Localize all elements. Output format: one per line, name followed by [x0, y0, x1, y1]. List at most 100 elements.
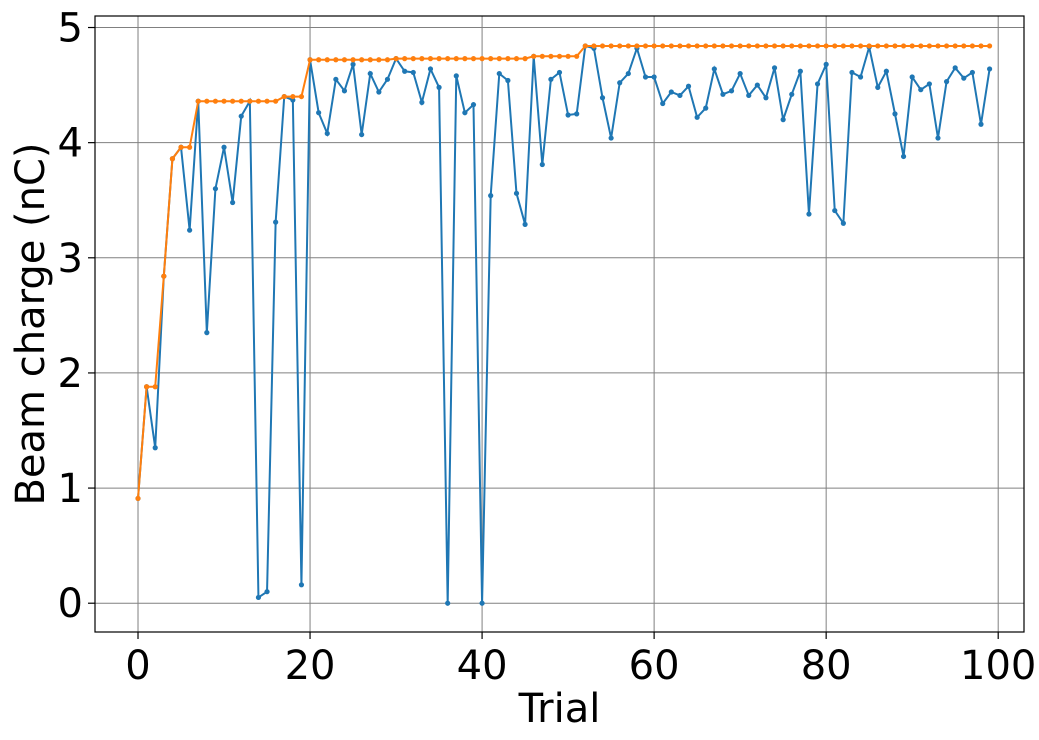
- data-point: [255, 594, 262, 601]
- data-point: [359, 131, 365, 138]
- data-point: [935, 135, 941, 141]
- data-point: [909, 74, 915, 80]
- data-point: [961, 43, 967, 49]
- data-point: [470, 56, 477, 62]
- plot-frame: [94, 15, 1025, 633]
- data-point: [617, 43, 623, 49]
- data-point: [479, 56, 485, 62]
- data-point: [703, 43, 709, 49]
- series-layer: [135, 43, 993, 606]
- y-tick-label: 5: [58, 6, 83, 52]
- data-point: [522, 221, 528, 228]
- data-point: [892, 43, 898, 49]
- data-point: [668, 89, 674, 95]
- data-point: [814, 81, 821, 87]
- data-point: [470, 102, 477, 108]
- data-point: [264, 98, 270, 104]
- data-point: [926, 43, 932, 49]
- data-point: [608, 43, 614, 49]
- data-point: [565, 112, 571, 118]
- data-point: [651, 43, 657, 49]
- data-point: [419, 56, 425, 62]
- data-point: [427, 56, 434, 62]
- y-tick-label: 1: [58, 466, 83, 512]
- data-point: [582, 43, 588, 49]
- y-tick-label: 3: [58, 236, 83, 282]
- data-point: [668, 43, 674, 49]
- data-point: [402, 56, 408, 62]
- data-point: [711, 66, 717, 72]
- data-point: [290, 93, 296, 100]
- data-point: [496, 70, 502, 77]
- data-point: [943, 79, 950, 85]
- data-point: [496, 56, 502, 62]
- data-point: [376, 89, 382, 95]
- data-point: [212, 98, 219, 104]
- data-point: [694, 43, 700, 49]
- data-point: [488, 56, 494, 62]
- data-point: [823, 61, 829, 67]
- data-point: [359, 57, 365, 63]
- data-point: [161, 273, 167, 279]
- data-point: [797, 43, 803, 49]
- data-point: [883, 68, 889, 74]
- data-point: [402, 68, 408, 74]
- data-point: [617, 80, 623, 86]
- series-2: [135, 43, 993, 502]
- data-point: [857, 74, 864, 80]
- y-axis-label: Beam charge (nC): [8, 142, 54, 505]
- data-point: [316, 57, 322, 63]
- data-point: [823, 43, 829, 49]
- data-point: [634, 43, 640, 49]
- data-point: [969, 43, 975, 49]
- data-point: [522, 56, 528, 62]
- data-point: [324, 130, 330, 137]
- data-point: [238, 98, 244, 104]
- data-point: [384, 76, 391, 82]
- x-tick-label: 100: [960, 643, 1036, 689]
- data-point: [247, 98, 253, 104]
- data-point: [961, 75, 967, 81]
- x-tick-label: 60: [629, 643, 680, 689]
- data-point: [771, 43, 778, 49]
- data-point: [453, 56, 459, 62]
- x-axis-label: Trial: [518, 686, 601, 732]
- data-point: [144, 384, 150, 390]
- series-line: [137, 44, 991, 604]
- data-point: [419, 99, 425, 105]
- data-point: [986, 66, 993, 72]
- data-point: [264, 589, 270, 595]
- data-point: [230, 199, 236, 206]
- data-point: [187, 144, 193, 150]
- data-point: [298, 93, 305, 100]
- data-point: [780, 43, 786, 49]
- data-point: [195, 98, 201, 104]
- data-point: [746, 92, 752, 99]
- data-point: [531, 53, 537, 59]
- data-point: [333, 76, 339, 82]
- y-tick-label: 2: [58, 351, 83, 397]
- data-point: [866, 43, 872, 49]
- data-point: [737, 70, 743, 77]
- data-point: [341, 88, 348, 94]
- data-point: [814, 43, 821, 49]
- data-point: [703, 105, 709, 111]
- x-tick-label: 0: [125, 643, 150, 689]
- data-point: [806, 211, 812, 217]
- data-point: [763, 43, 769, 49]
- data-point: [539, 53, 545, 59]
- series-1: [135, 43, 993, 606]
- data-point: [350, 57, 356, 63]
- data-point: [324, 57, 330, 63]
- data-point: [642, 74, 649, 80]
- data-point: [376, 57, 382, 63]
- y-tick-label: 0: [58, 581, 83, 627]
- series-line: [137, 44, 990, 499]
- data-point: [333, 57, 339, 63]
- data-point: [849, 69, 855, 76]
- data-point: [900, 153, 907, 160]
- data-point: [453, 73, 459, 79]
- data-point: [384, 57, 391, 63]
- data-point: [986, 43, 993, 49]
- data-point: [840, 43, 846, 49]
